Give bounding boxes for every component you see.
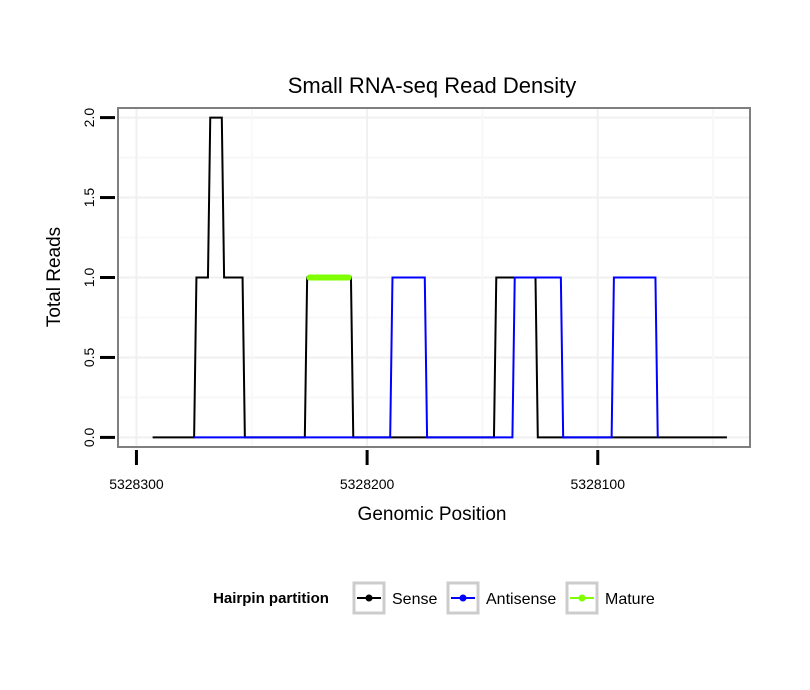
y-axis-label: Total Reads — [44, 227, 65, 327]
chart-title: Small RNA-seq Read Density — [288, 73, 577, 98]
legend-marker-antisense — [459, 594, 467, 602]
x-tick-label: 5328100 — [571, 476, 626, 492]
legend-title: Hairpin partition — [213, 590, 329, 607]
legend-label-antisense: Antisense — [486, 591, 556, 608]
series-layer — [152, 116, 727, 439]
legend: Hairpin partition Sense Antisense Mature — [213, 581, 655, 615]
legend-item-mature: Mature — [565, 581, 655, 615]
legend-item-antisense: Antisense — [446, 581, 556, 615]
x-axis: 5328300 5328200 5328100 — [109, 450, 625, 492]
y-axis: 0.0 0.5 1.0 1.5 2.0 — [81, 108, 115, 447]
x-tick-label: 5328200 — [340, 476, 395, 492]
x-axis-label: Genomic Position — [358, 504, 507, 525]
panel-border — [117, 107, 751, 448]
series-line-antisense — [194, 276, 659, 439]
x-tick-label: 5328300 — [109, 476, 164, 492]
y-tick-label: 2.0 — [81, 108, 97, 128]
y-tick-label: 1.0 — [81, 268, 97, 288]
legend-marker-mature — [578, 594, 586, 602]
legend-item-sense: Sense — [352, 581, 437, 615]
y-tick-label: 0.5 — [81, 348, 97, 368]
y-tick-label: 0.0 — [81, 427, 97, 447]
y-tick-label: 1.5 — [81, 188, 97, 208]
legend-label-sense: Sense — [392, 591, 437, 608]
series-line-sense — [152, 116, 727, 439]
legend-label-mature: Mature — [605, 591, 655, 608]
legend-marker-sense — [365, 594, 373, 602]
